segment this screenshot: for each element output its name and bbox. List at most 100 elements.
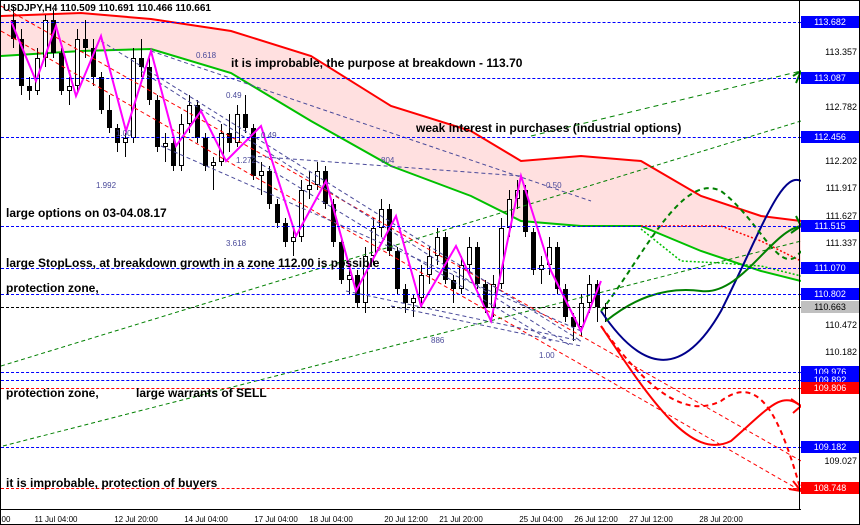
fib-label: 0.49 [226, 91, 242, 100]
candle [251, 124, 255, 181]
fib-label: 804 [381, 156, 394, 165]
candle [235, 105, 239, 148]
candle [571, 313, 575, 341]
price-level-line [1, 307, 801, 308]
candle [379, 199, 383, 237]
price-level-line [1, 447, 801, 448]
candle [315, 162, 319, 190]
candle [435, 228, 439, 266]
chart-annotation: it is improbable, protection of buyers [6, 476, 217, 490]
plot-area[interactable]: USDJPY,H4 110.509 110.691 110.466 110.66… [1, 1, 801, 511]
chart-container: USDJPY,H4 110.509 110.691 110.466 110.66… [0, 0, 860, 525]
price-level-line [1, 78, 801, 79]
candle [491, 275, 495, 318]
candle [411, 294, 415, 318]
candle [387, 204, 391, 256]
price-level-label: 110.663 [801, 301, 859, 313]
x-tick: 25 Jul 04:00 [519, 515, 563, 524]
candle [43, 15, 47, 67]
y-tick: 109.027 [801, 456, 859, 466]
y-tick: 111.627 [801, 211, 859, 221]
y-tick: 112.782 [801, 102, 859, 112]
fib-label: 0.49 [261, 131, 277, 140]
candle [195, 100, 199, 143]
y-tick: 112.202 [801, 156, 859, 166]
chart-annotation: protection zone, [6, 386, 99, 400]
candle [427, 247, 431, 285]
y-tick: 111.917 [801, 183, 859, 193]
fib-label: 0.618 [196, 51, 216, 60]
candle [275, 199, 279, 227]
fib-label: 0.50 [546, 181, 562, 190]
candle [219, 124, 223, 167]
candle [403, 284, 407, 312]
candle [179, 114, 183, 171]
price-level-label: 111.515 [801, 220, 859, 232]
x-tick: 11 Jul 04:00 [35, 515, 78, 524]
price-level-line [1, 226, 801, 227]
candle [539, 256, 543, 284]
fib-label: 3.618 [226, 239, 246, 248]
x-tick: 17 Jul 04:00 [254, 515, 298, 524]
x-tick: 18 Jul 04:00 [309, 515, 353, 524]
candle [59, 48, 63, 95]
y-tick: 111.337 [801, 238, 859, 248]
chart-annotation: large options on 03-04.08.17 [6, 206, 167, 220]
candle [259, 162, 263, 195]
candle [475, 242, 479, 289]
candle [211, 157, 215, 190]
y-axis: 113.682113.087112.456111.515111.070110.8… [799, 1, 859, 511]
candle [171, 138, 175, 171]
fib-label: 1.272 [236, 156, 256, 165]
candle [443, 232, 447, 284]
candle [283, 218, 287, 246]
x-axis: 0011 Jul 04:0012 Jul 20:0014 Jul 04:0017… [1, 509, 801, 524]
candle [499, 218, 503, 289]
price-level-line [1, 372, 801, 373]
candle [323, 166, 327, 209]
candle [355, 270, 359, 308]
y-tick: 113.357 [801, 47, 859, 57]
candle [579, 294, 583, 337]
candle [419, 265, 423, 308]
candle [155, 95, 159, 152]
candle [139, 39, 143, 77]
chart-annotation: weak interest in purchases (industrial o… [416, 121, 681, 135]
candle [515, 180, 519, 208]
candle [51, 10, 55, 57]
candle [395, 247, 399, 294]
price-level-line [1, 22, 801, 23]
candle [307, 171, 311, 199]
candle [35, 48, 39, 95]
price-level-label: 109.806 [801, 382, 859, 394]
price-level-label: 112.456 [801, 131, 859, 143]
candle [507, 190, 511, 237]
y-tick: 110.182 [801, 347, 859, 357]
candle [83, 20, 87, 58]
candle [267, 166, 271, 209]
price-level-label: 109.182 [801, 441, 859, 453]
candle [595, 280, 599, 323]
candle [227, 114, 231, 152]
x-tick: 00 [2, 515, 11, 524]
candle [67, 77, 71, 105]
price-level-line [1, 294, 801, 295]
candle [563, 284, 567, 322]
candle [27, 77, 31, 101]
fib-label: 886 [431, 336, 444, 345]
candle [91, 39, 95, 86]
candle [451, 275, 455, 303]
x-tick: 26 Jul 12:00 [574, 515, 618, 524]
y-tick: 110.472 [801, 320, 859, 330]
x-tick: 21 Jul 20:00 [439, 515, 483, 524]
candle [107, 95, 111, 133]
candle [203, 133, 207, 171]
candle [187, 95, 191, 133]
price-level-line [1, 388, 801, 389]
candle [19, 29, 23, 95]
chart-annotation: it is improbable, the purpose at breakdo… [231, 56, 522, 70]
candle [331, 199, 335, 246]
candle [147, 58, 151, 105]
x-tick: 12 Jul 20:00 [114, 515, 158, 524]
price-level-label: 108.748 [801, 482, 859, 494]
